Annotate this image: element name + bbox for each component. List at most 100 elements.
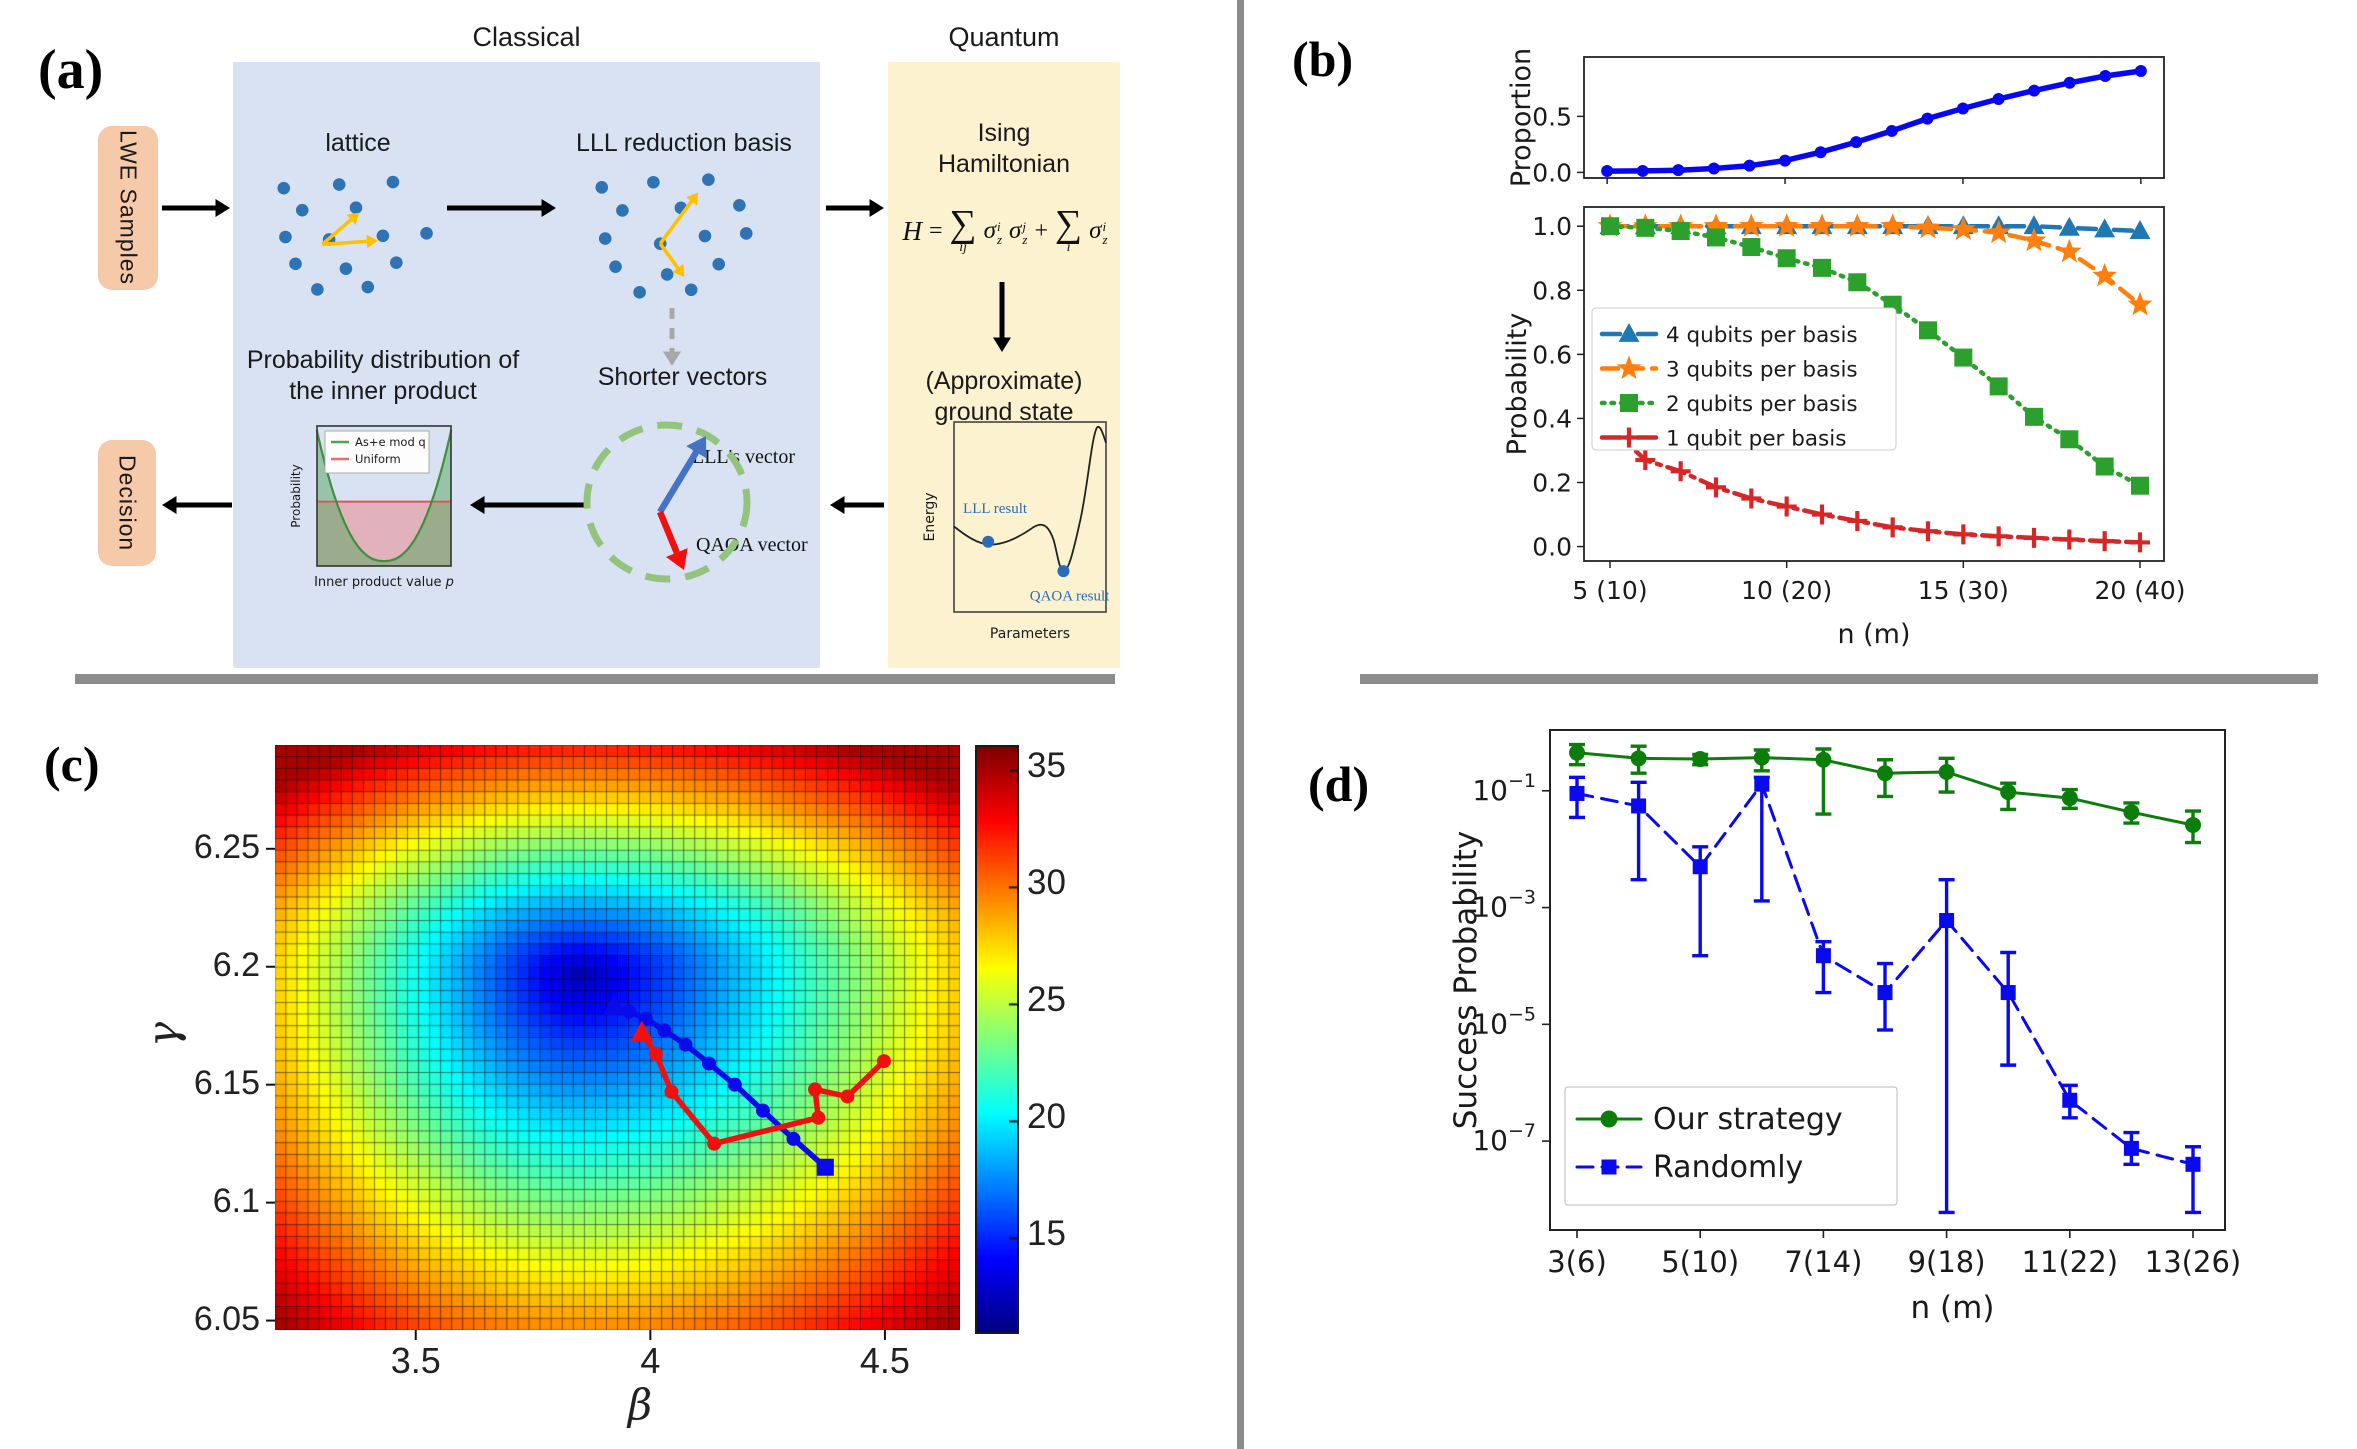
result-dot <box>982 535 995 548</box>
circle-marker <box>2185 816 2201 833</box>
flow-arrow-head <box>869 199 884 217</box>
lattice-label: lattice <box>325 129 391 157</box>
lattice-dot <box>295 203 309 217</box>
legend-label: 4 qubits per basis <box>1666 323 1858 348</box>
square-marker <box>1601 217 1619 236</box>
lwe-samples-box: LWE Samples <box>98 126 158 290</box>
legend-marker <box>1600 1110 1618 1128</box>
proportion-marker <box>1992 93 2005 106</box>
star-marker <box>2127 291 2153 316</box>
basis-vector-arrow <box>321 218 353 246</box>
square-marker <box>2025 407 2043 426</box>
series-line-star <box>1607 223 2143 307</box>
proportion-marker <box>1921 112 1934 125</box>
lattice-dot <box>616 204 629 217</box>
energy-ylabel: Energy <box>922 492 938 541</box>
basis-vector-arrow <box>322 239 367 247</box>
lattice-dot <box>609 260 622 274</box>
lattice-dot <box>339 262 353 276</box>
ytick-label: 0.0 <box>1532 158 1572 187</box>
circle-marker <box>1630 750 1647 767</box>
proportion-marker <box>1743 159 1756 172</box>
square-marker <box>1954 348 1973 367</box>
square-marker <box>1919 321 1937 340</box>
star-marker <box>2092 262 2117 287</box>
lll-vector-label: LLL's vector <box>692 446 796 468</box>
square-marker <box>1631 798 1647 814</box>
decision-box: Decision <box>98 440 156 566</box>
energy-xlabel: Parameters <box>990 626 1070 642</box>
triangle-marker <box>2023 215 2045 235</box>
ytick-label: 0.0 <box>1532 533 1572 562</box>
lwe-region-fill <box>317 430 451 566</box>
mini-legend-box <box>324 430 430 474</box>
legend-marker <box>1620 394 1638 412</box>
beta-tick-label: 3.5 <box>390 1340 441 1381</box>
plus-marker <box>1953 524 1974 545</box>
result-label: QAOA result <box>1030 589 1110 605</box>
trajectory-random-init-path <box>639 1030 887 1147</box>
trajectory-marker <box>786 1131 801 1146</box>
plus-marker <box>1741 488 1762 509</box>
decision-label: Decision <box>114 454 141 552</box>
xaxis-label: n (m) <box>1837 619 1910 650</box>
lattice-dot <box>595 181 609 194</box>
panel-a-tag: (a) <box>38 39 104 101</box>
ytick-label: 10−1 <box>1472 770 1536 807</box>
star-marker <box>1915 214 1941 239</box>
horizontal-divider-right <box>1360 674 2318 684</box>
energy-curve <box>953 425 1107 573</box>
circle-marker <box>2061 790 2078 807</box>
mini-plot-frame <box>316 425 452 567</box>
shorter-vectors-label: Shorter vectors <box>597 363 768 391</box>
proportion-marker <box>1636 164 1649 177</box>
legend-label: 1 qubit per basis <box>1666 427 1846 452</box>
prob-dist-label: Probability distribution of the inner pr… <box>246 346 520 406</box>
triangle-marker <box>2129 220 2151 239</box>
triangle-marker <box>2058 216 2080 236</box>
xtick-label: 5 (10) <box>1572 576 1647 605</box>
trajectory-marker <box>602 994 626 1016</box>
lattice-dot <box>349 201 363 215</box>
proportion-marker <box>1779 154 1792 167</box>
circle-marker <box>2123 804 2140 821</box>
lattice-dot <box>332 178 346 191</box>
proportion-marker <box>1850 136 1863 149</box>
lattice-dot <box>702 173 715 186</box>
legend-marker <box>1619 427 1639 448</box>
lattice-dot <box>277 181 291 195</box>
inner-product-distribution-plot: As+e mod q Uniform Probability Inner produc… <box>289 425 454 590</box>
lattice-dot <box>739 227 753 240</box>
lattice-dot <box>420 227 433 240</box>
beta-tick-label: 4.5 <box>859 1340 910 1381</box>
mini-xlabel: Inner product value p <box>314 575 454 590</box>
plus-marker <box>1847 510 1868 531</box>
legend-box <box>1591 307 1897 451</box>
trajectory-marker <box>630 1020 654 1042</box>
plus-marker <box>1988 526 2009 547</box>
trajectory-marker <box>808 1082 823 1097</box>
heatmap-trajectories-overlay <box>266 847 891 1340</box>
panel-d-tag: (d) <box>1308 756 1370 812</box>
square-marker <box>1777 249 1796 268</box>
proportion-marker <box>1885 124 1898 137</box>
trajectory-marker <box>657 1023 672 1038</box>
probability-ylabel: Probability <box>1502 313 1533 456</box>
star-marker <box>1986 219 2011 244</box>
colorbar-tick-label: 25 <box>1027 980 1066 1020</box>
trajectory-marker <box>840 1089 855 1104</box>
proportion-marker <box>2028 84 2041 97</box>
proportion-marker <box>2134 65 2147 78</box>
basis-vector-arrow <box>658 242 680 270</box>
xtick-label: 5(10) <box>1661 1245 1739 1279</box>
lattice-dot <box>311 283 324 296</box>
xtick-label: 13(26) <box>2145 1245 2241 1279</box>
trajectory-marker <box>622 1004 637 1019</box>
legend: 4 qubits per basis 3 qubits per basis 2 qu… <box>1591 307 1897 452</box>
plus-marker <box>1706 477 1726 498</box>
lattice-dot <box>361 280 375 294</box>
gamma-tick-label: 6.1 <box>212 1181 260 1220</box>
lattice-dot <box>660 268 674 281</box>
lattice-dot <box>733 198 746 212</box>
